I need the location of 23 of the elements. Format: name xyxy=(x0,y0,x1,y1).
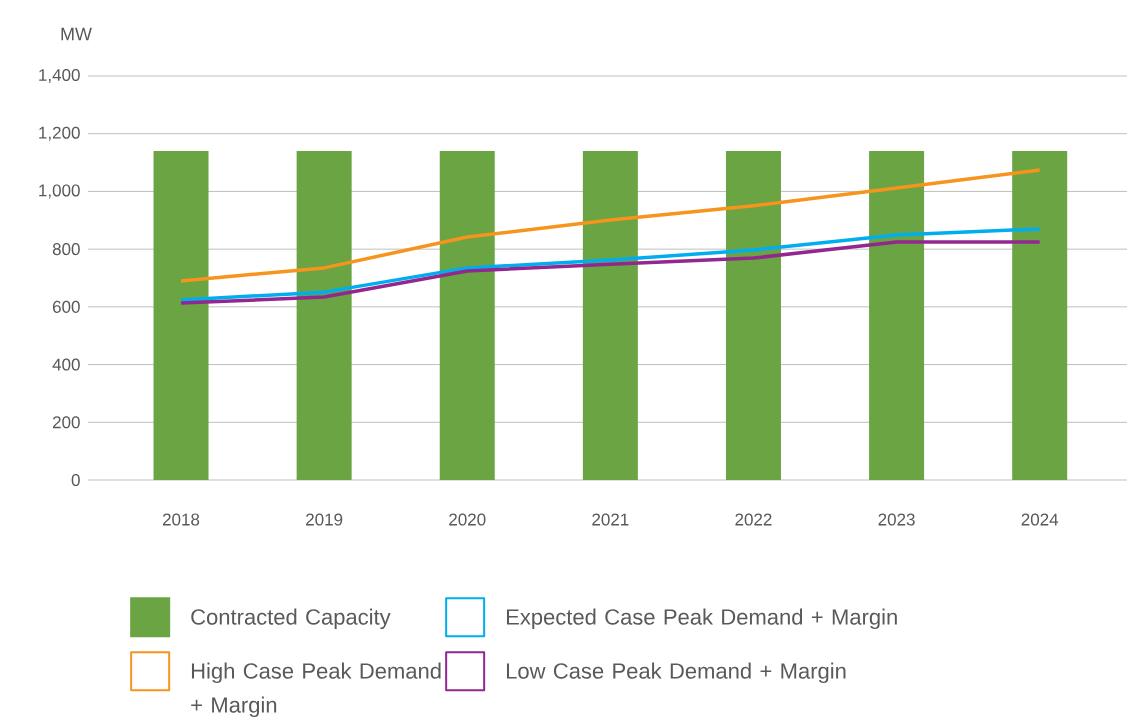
x-tick-label: 2022 xyxy=(735,513,772,526)
x-tick-label: 2024 xyxy=(1021,513,1059,526)
y-tick-label: 1,400 xyxy=(39,68,80,84)
y-tick-label: 1,200 xyxy=(39,126,80,141)
legend-label: Contracted Capacity xyxy=(191,608,391,630)
line-series xyxy=(179,240,1042,305)
y-tick-label: 1,000 xyxy=(39,184,80,199)
y-tick-label: 400 xyxy=(52,358,80,371)
y-tick-label: 0 xyxy=(71,473,80,487)
legend-label: Low Case Peak Demand + Margin xyxy=(506,662,846,684)
x-tick-label: 2020 xyxy=(449,513,486,526)
y-tick-label: 200 xyxy=(52,416,80,429)
legend-label: Expected Case Peak Demand + Margin xyxy=(506,608,897,630)
x-tick-label: 2021 xyxy=(592,513,629,526)
x-tick-label: 2018 xyxy=(162,513,200,526)
legend-label: High Case Peak Demand + Margin xyxy=(191,662,441,718)
y-tick-label: 600 xyxy=(52,300,80,313)
line-series xyxy=(179,168,1042,283)
x-tick-label: 2019 xyxy=(306,513,343,526)
y-tick-label: 800 xyxy=(52,243,80,256)
y-axis-title: MW xyxy=(61,27,92,41)
line-series xyxy=(179,227,1042,302)
x-tick-label: 2023 xyxy=(878,513,915,526)
